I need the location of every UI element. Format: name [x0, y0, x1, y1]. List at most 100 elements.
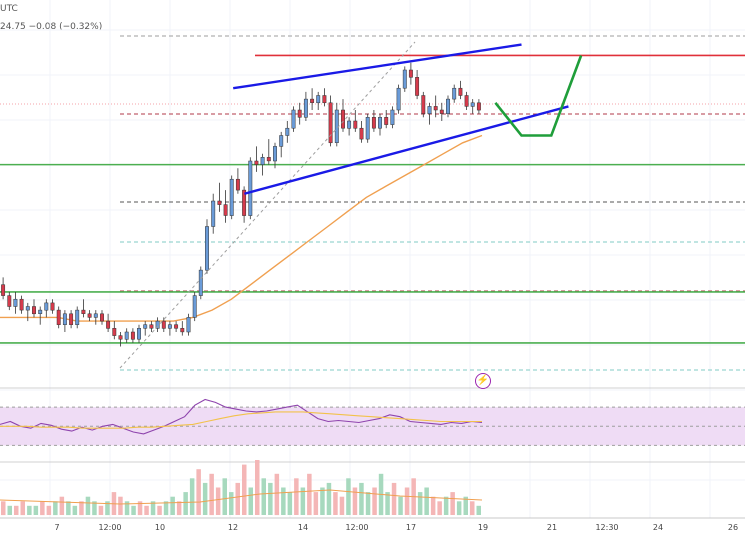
- candle-body: [353, 120, 358, 129]
- volume-bar: [131, 505, 136, 515]
- volume-bar: [196, 469, 201, 515]
- volume-bar: [189, 478, 195, 515]
- x-tick-label: 24: [653, 523, 663, 532]
- candle-body: [124, 331, 129, 340]
- x-tick-label: 19: [478, 523, 488, 532]
- volume-bar: [92, 501, 97, 516]
- volume-bar: [183, 492, 188, 515]
- volume-bar: [157, 505, 162, 515]
- x-tick-label: 26: [728, 523, 738, 532]
- candle-body: [235, 178, 240, 191]
- volume-bar: [430, 496, 436, 515]
- volume-bar: [417, 492, 423, 515]
- candle-body: [44, 302, 49, 311]
- volume-bar: [372, 487, 377, 515]
- volume-bar: [437, 501, 442, 516]
- candle-body: [211, 200, 216, 227]
- moving-average: [0, 134, 483, 322]
- volume-pane: [0, 460, 745, 519]
- candle-body: [180, 328, 185, 333]
- volume-bar: [79, 501, 84, 516]
- volume-bar: [248, 487, 253, 515]
- volume-bar: [118, 496, 123, 515]
- candle-body: [378, 117, 382, 129]
- volume-bar: [385, 492, 390, 515]
- volume-bar: [33, 505, 39, 515]
- x-tick-label: 12:00: [345, 523, 368, 532]
- candle-body: [464, 95, 469, 107]
- volume-bar: [209, 473, 214, 516]
- volume-average: [0, 489, 483, 505]
- candle-body: [19, 298, 24, 311]
- candle-body: [297, 109, 302, 118]
- rsi-pane: [0, 387, 745, 463]
- x-tick-label: 17: [406, 523, 416, 532]
- volume-bar: [144, 505, 149, 515]
- candle-body: [384, 117, 389, 125]
- volume-bar: [150, 501, 156, 516]
- candle-body: [174, 324, 179, 329]
- candle-body: [155, 320, 160, 329]
- candle-body: [433, 106, 438, 111]
- x-tick-label: 12:00: [98, 523, 121, 532]
- candlesticks: [1, 62, 481, 347]
- candle-body: [223, 204, 228, 216]
- volume-bar: [346, 478, 351, 515]
- candle-body: [303, 98, 308, 118]
- candle-body: [285, 127, 290, 136]
- candle-body: [242, 189, 247, 216]
- candle-body: [334, 109, 339, 143]
- candle-body: [87, 313, 92, 318]
- volume-bar: [476, 505, 481, 515]
- volume-bar: [281, 487, 286, 515]
- candle-body: [100, 313, 104, 322]
- candle-body: [458, 87, 463, 96]
- volume-bar: [229, 492, 234, 515]
- candle-body: [266, 157, 271, 162]
- volume-bar: [242, 464, 247, 515]
- candle-body: [75, 309, 80, 325]
- candle-body: [248, 160, 253, 216]
- flash-icon[interactable]: ⚡: [475, 373, 491, 389]
- candle-body: [93, 313, 98, 318]
- candle-body: [198, 269, 203, 296]
- x-tick-label: 14: [298, 523, 308, 532]
- candle-body: [446, 98, 450, 114]
- candle-body: [38, 309, 43, 314]
- x-tick-label: 21: [547, 523, 557, 532]
- candle-body: [1, 284, 6, 296]
- x-tick-label: 12: [228, 523, 238, 532]
- candle-body: [149, 324, 154, 329]
- candle-body: [427, 106, 432, 114]
- candle-body: [291, 109, 296, 129]
- candle-body: [13, 298, 18, 307]
- volume-bar: [313, 492, 319, 515]
- candle-body: [69, 313, 74, 325]
- volume-bar: [66, 501, 71, 516]
- volume-bar: [443, 496, 449, 515]
- volume-bar: [1, 501, 6, 516]
- volume-bar: [339, 496, 345, 515]
- candle-body: [143, 324, 148, 329]
- candle-body: [56, 309, 61, 325]
- candle-body: [186, 317, 191, 333]
- moving-average-line: [0, 134, 483, 322]
- candle-body: [415, 77, 420, 96]
- rsi-signal-line: [0, 411, 482, 429]
- volume-bar: [424, 487, 429, 515]
- candle-body: [106, 320, 111, 329]
- volume-bar: [255, 460, 260, 515]
- volume-bar: [72, 505, 78, 515]
- trend-drawings: [119, 41, 583, 369]
- volume-bar: [463, 496, 468, 515]
- candle-body: [390, 109, 395, 125]
- volume-bar: [222, 478, 227, 515]
- volume-bar: [274, 473, 280, 516]
- chart-quote-label: 24.75 −0.08 (−0.32%): [0, 22, 103, 32]
- candle-body: [476, 102, 481, 111]
- candle-body: [7, 295, 12, 307]
- volume-bar: [320, 487, 325, 515]
- volume-bar: [352, 487, 358, 515]
- candle-body: [229, 178, 234, 216]
